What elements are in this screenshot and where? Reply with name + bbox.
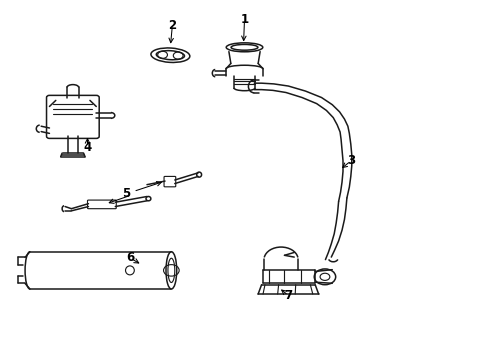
Text: 5: 5 — [122, 187, 130, 200]
Text: 6: 6 — [125, 251, 134, 264]
Text: 2: 2 — [168, 19, 176, 32]
Text: 7: 7 — [284, 289, 292, 302]
Text: 1: 1 — [240, 13, 248, 26]
Text: 3: 3 — [346, 154, 354, 167]
Text: 4: 4 — [83, 140, 91, 153]
